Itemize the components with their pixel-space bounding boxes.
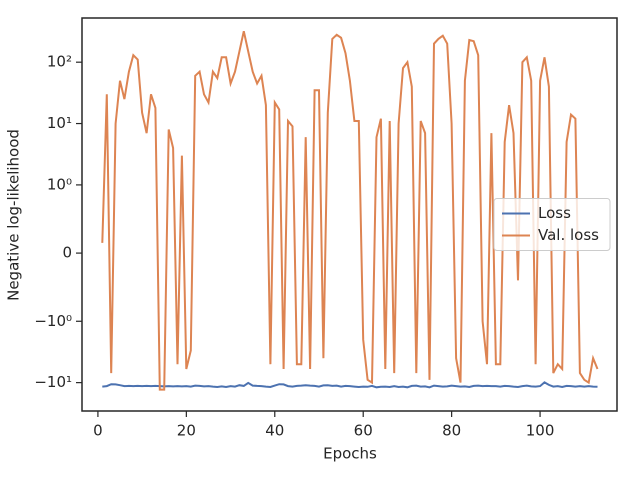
line-series	[102, 381, 598, 389]
x-tick-label: 60	[354, 422, 373, 440]
y-tick-label: 0	[62, 244, 72, 262]
legend-label: Val. loss	[538, 226, 599, 244]
plot-frame	[81, 17, 618, 412]
y-tick-label: 10¹	[47, 114, 72, 132]
y-tick-label: −10⁰	[34, 312, 72, 330]
x-axis-label: Epochs	[323, 445, 377, 463]
x-tick-label: 0	[93, 422, 103, 440]
legend-label: Loss	[538, 204, 571, 222]
x-tick-label: 40	[265, 422, 284, 440]
x-tick-label: 100	[526, 422, 555, 440]
y-tick-label: 10⁰	[47, 175, 72, 193]
legend-box	[493, 198, 611, 251]
y-axis-label: Negative log-likelihood	[5, 129, 23, 301]
x-tick-label: 80	[442, 422, 461, 440]
y-tick-label: 10²	[47, 53, 72, 71]
line-series	[101, 30, 599, 391]
y-tick-label: −10¹	[34, 373, 72, 391]
x-tick-label: 20	[177, 422, 196, 440]
